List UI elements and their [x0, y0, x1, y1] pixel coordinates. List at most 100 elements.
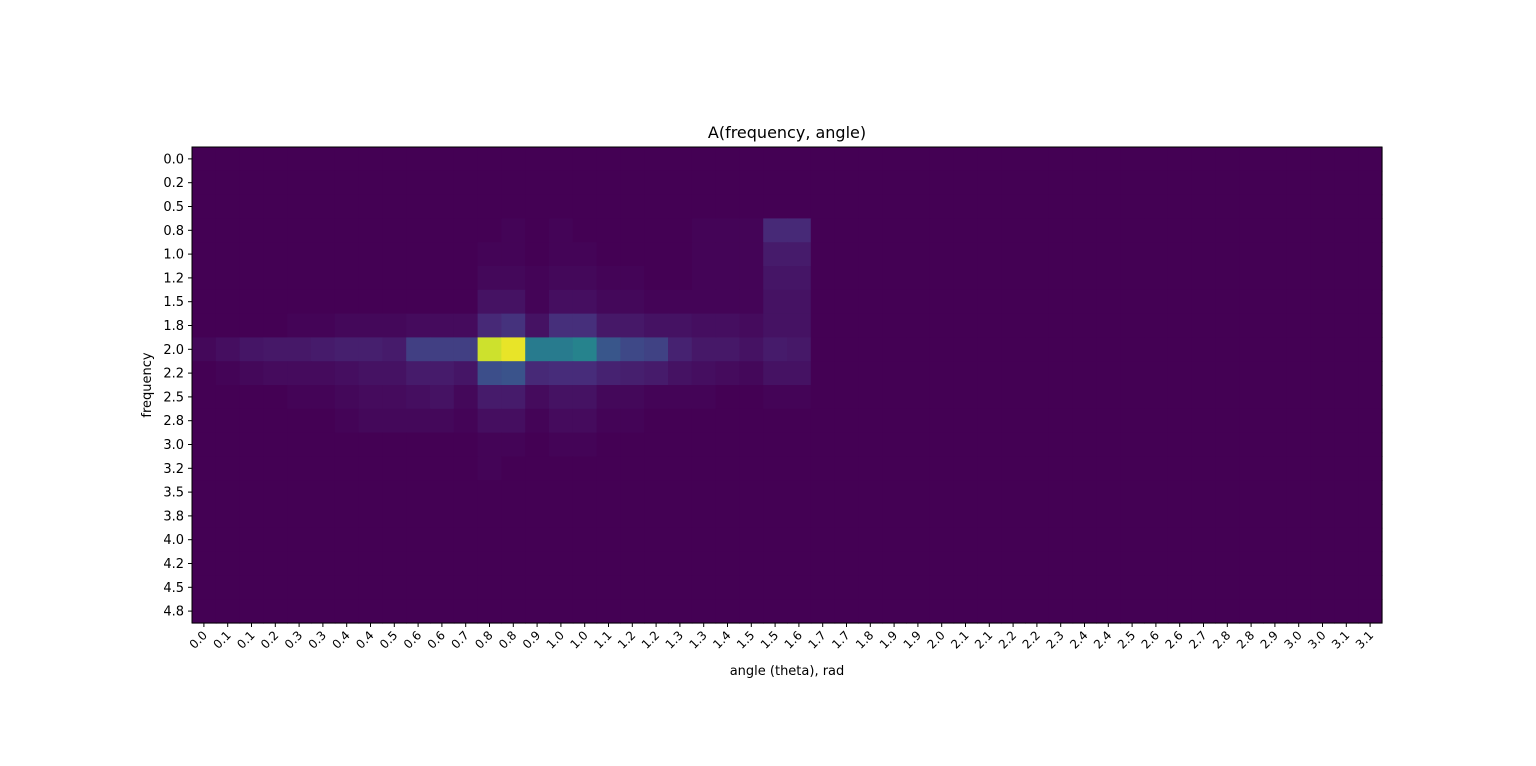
heatmap-cell — [1096, 480, 1121, 505]
heatmap-cell — [668, 456, 693, 481]
heatmap-cell — [1215, 147, 1240, 172]
heatmap-cell — [929, 170, 955, 196]
heatmap-cell — [977, 242, 1002, 267]
heatmap-cell — [977, 504, 1002, 529]
heatmap-cell — [1120, 218, 1145, 243]
heatmap-cell — [406, 385, 431, 410]
heatmap-cell — [358, 313, 383, 338]
heatmap-cell — [691, 504, 717, 529]
heatmap-cell — [263, 147, 288, 172]
heatmap-cell — [1358, 361, 1383, 386]
heatmap-cell — [430, 170, 455, 196]
heatmap-cell — [215, 337, 241, 362]
heatmap-cell — [1167, 575, 1193, 600]
heatmap-cell — [644, 408, 669, 434]
heatmap-cell — [929, 218, 955, 243]
heatmap-cell — [192, 456, 217, 481]
heatmap-cell — [358, 170, 383, 196]
heatmap-cell — [572, 170, 598, 196]
heatmap-cell — [1191, 361, 1216, 386]
heatmap-cell — [1263, 480, 1288, 505]
heatmap-cell — [1144, 170, 1169, 196]
heatmap-cell — [1334, 551, 1359, 576]
heatmap-cell — [715, 504, 740, 529]
heatmap-cell — [192, 289, 217, 315]
heatmap-cell — [691, 385, 717, 410]
heatmap-cell — [668, 385, 693, 410]
heatmap-cell — [572, 551, 598, 576]
heatmap-cell — [549, 170, 574, 196]
heatmap-cell — [1096, 313, 1121, 338]
heatmap-cell — [929, 385, 955, 410]
heatmap-cell — [882, 147, 907, 172]
heatmap-cell — [691, 170, 717, 196]
heatmap-cell — [620, 194, 645, 219]
heatmap-cell — [1310, 147, 1335, 172]
heatmap-cell — [834, 480, 859, 505]
heatmap-cell — [477, 456, 502, 481]
heatmap-cell — [477, 599, 502, 624]
heatmap-cell — [477, 527, 502, 553]
heatmap-cell — [572, 218, 598, 243]
heatmap-cell — [1239, 551, 1264, 576]
heatmap-cell — [882, 289, 907, 315]
x-tick-label: 0.2 — [258, 628, 281, 651]
heatmap-cell — [430, 218, 455, 243]
heatmap-cell — [620, 504, 645, 529]
heatmap-cell — [1239, 361, 1264, 386]
x-tick-label: 0.9 — [520, 628, 543, 651]
heatmap-cell — [406, 504, 431, 529]
heatmap-cell — [1215, 527, 1240, 553]
heatmap-cell — [215, 408, 241, 434]
heatmap-cell — [858, 313, 883, 338]
heatmap-cell — [787, 408, 812, 434]
heatmap-cell — [1001, 170, 1026, 196]
heatmap-cell — [1310, 218, 1335, 243]
heatmap-cell — [549, 147, 574, 172]
heatmap-cell — [263, 266, 288, 291]
heatmap-cell — [906, 194, 931, 219]
heatmap-cell — [810, 337, 836, 362]
heatmap-cell — [1120, 289, 1145, 315]
heatmap-cell — [192, 504, 217, 529]
heatmap-cell — [406, 337, 431, 362]
heatmap-cell — [572, 480, 598, 505]
heatmap-cell — [549, 551, 574, 576]
heatmap-cell — [1310, 313, 1335, 338]
heatmap-cell — [215, 504, 241, 529]
heatmap-cell — [1096, 575, 1121, 600]
heatmap-cell — [834, 575, 859, 600]
heatmap-cell — [430, 408, 455, 434]
heatmap-cell — [215, 432, 241, 457]
heatmap-cell — [239, 480, 264, 505]
y-tick-label: 1.0 — [163, 248, 184, 263]
heatmap-cell — [882, 456, 907, 481]
heatmap-cell — [1358, 527, 1383, 553]
heatmap-cell — [977, 147, 1002, 172]
heatmap-cell — [501, 289, 526, 315]
heatmap-cell — [430, 527, 455, 553]
heatmap-cell — [1096, 242, 1121, 267]
heatmap-cell — [906, 147, 931, 172]
heatmap-cell — [644, 599, 669, 624]
heatmap-cell — [430, 266, 455, 291]
heatmap-cell — [620, 361, 645, 386]
heatmap-cell — [382, 218, 407, 243]
heatmap-cell — [739, 480, 764, 505]
heatmap-cell — [406, 361, 431, 386]
heatmap-cell — [691, 432, 717, 457]
heatmap-cell — [477, 242, 502, 267]
heatmap-cell — [1072, 361, 1097, 386]
heatmap-cell — [834, 218, 859, 243]
heatmap-cell — [1144, 551, 1169, 576]
heatmap-cell — [311, 242, 336, 267]
heatmap-cell — [287, 266, 312, 291]
heatmap-cell — [453, 599, 479, 624]
heatmap-cell — [858, 527, 883, 553]
heatmap-cell — [1072, 408, 1097, 434]
heatmap-cell — [1239, 194, 1264, 219]
heatmap-cell — [501, 575, 526, 600]
heatmap-cell — [834, 527, 859, 553]
heatmap-cell — [1144, 480, 1169, 505]
